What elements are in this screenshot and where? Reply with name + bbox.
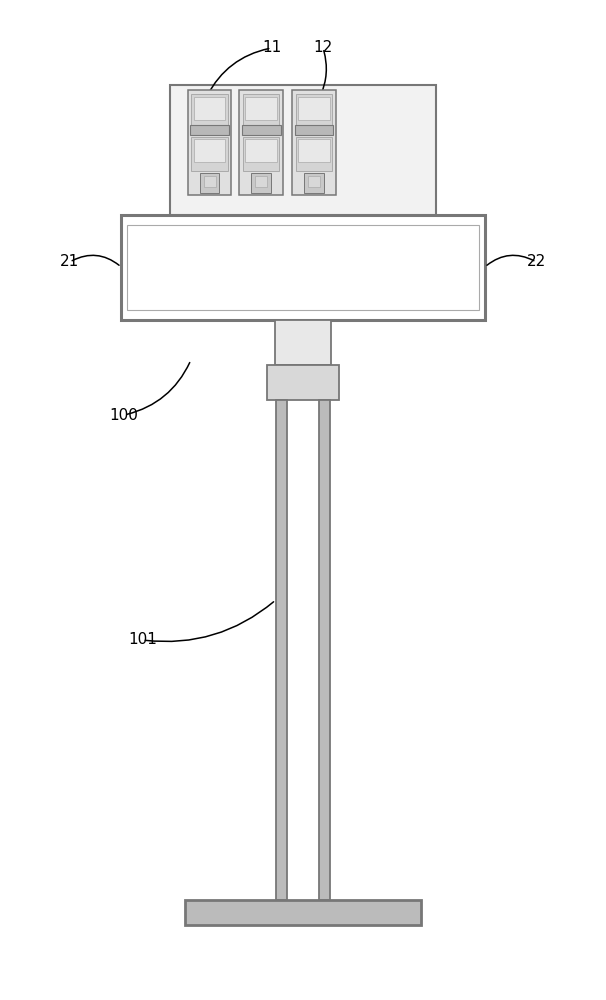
Bar bbox=[191, 137, 228, 171]
Text: 22: 22 bbox=[527, 254, 546, 269]
Bar bbox=[242, 125, 281, 135]
Bar bbox=[308, 176, 320, 187]
Bar bbox=[275, 320, 331, 365]
Bar bbox=[276, 400, 287, 900]
Bar bbox=[194, 97, 225, 120]
Bar bbox=[292, 90, 336, 195]
Text: 11: 11 bbox=[262, 40, 281, 55]
Bar bbox=[295, 125, 333, 135]
Bar bbox=[267, 365, 339, 400]
Bar bbox=[239, 90, 283, 195]
Bar bbox=[296, 94, 332, 125]
Bar bbox=[191, 94, 228, 125]
Text: 21: 21 bbox=[60, 254, 79, 269]
Bar bbox=[296, 137, 332, 171]
Bar bbox=[245, 139, 277, 162]
Bar bbox=[251, 173, 271, 193]
Bar bbox=[245, 97, 277, 120]
Bar bbox=[121, 215, 485, 320]
Bar bbox=[190, 125, 229, 135]
Bar bbox=[255, 176, 267, 187]
Bar bbox=[170, 85, 436, 215]
Bar bbox=[298, 139, 330, 162]
Bar bbox=[319, 400, 330, 900]
Bar bbox=[204, 176, 216, 187]
Bar bbox=[298, 97, 330, 120]
Text: 100: 100 bbox=[110, 408, 139, 422]
Bar bbox=[243, 137, 279, 171]
Bar bbox=[185, 900, 421, 925]
Bar bbox=[200, 173, 219, 193]
Bar bbox=[304, 173, 324, 193]
Bar bbox=[287, 400, 319, 900]
Bar bbox=[194, 139, 225, 162]
Bar bbox=[188, 90, 231, 195]
Text: 12: 12 bbox=[313, 40, 333, 55]
Bar bbox=[243, 94, 279, 125]
Bar bbox=[127, 225, 479, 310]
Text: 101: 101 bbox=[128, 633, 157, 648]
